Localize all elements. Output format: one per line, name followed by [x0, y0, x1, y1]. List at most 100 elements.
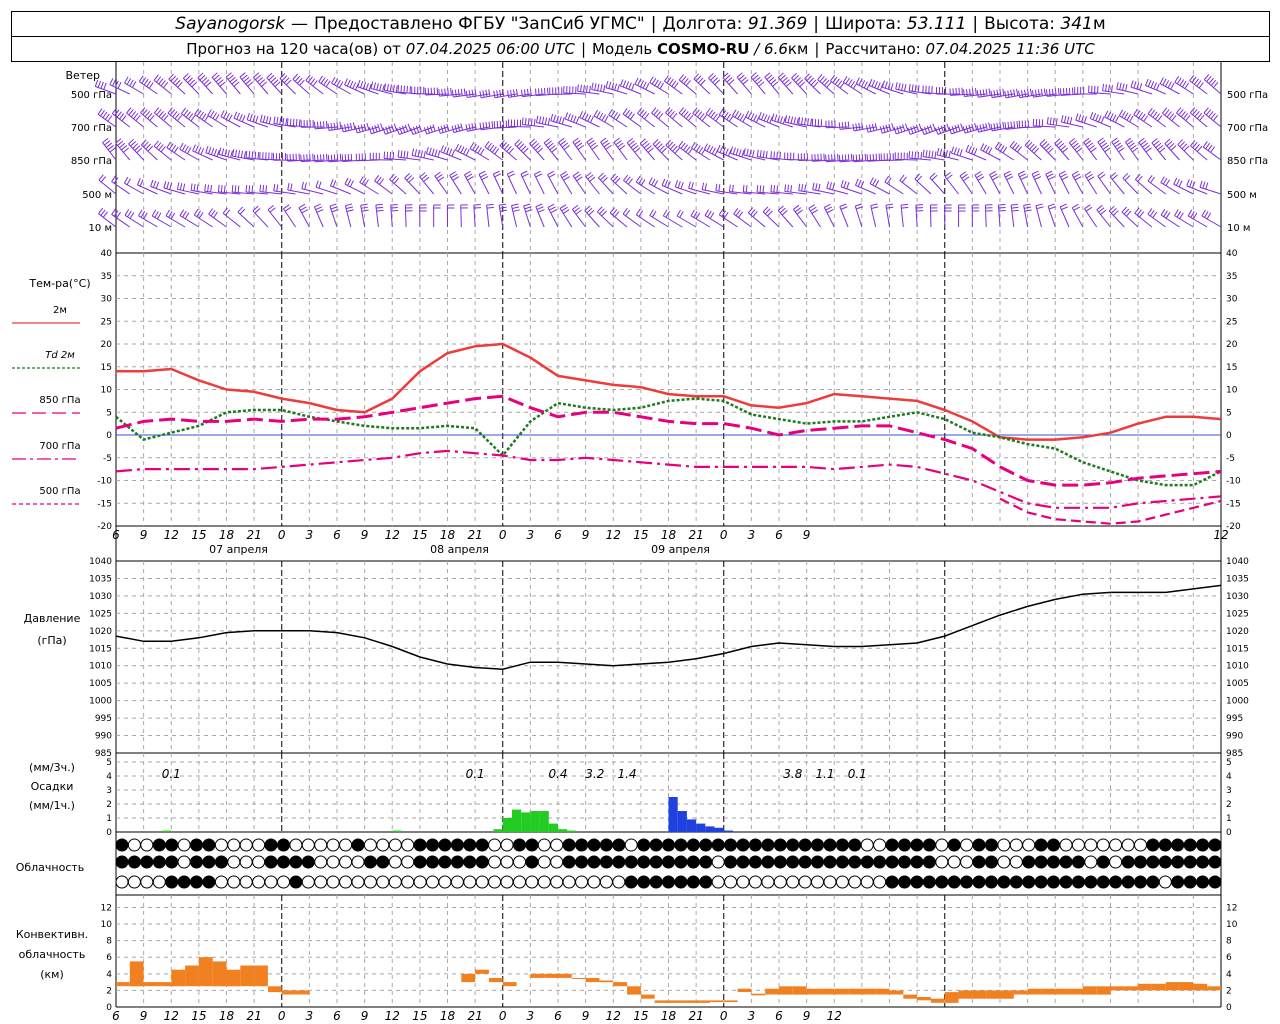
- wind-barb-feather: [1071, 170, 1079, 176]
- wind-barb-feather: [587, 114, 592, 122]
- wind-barb-feather: [649, 209, 654, 216]
- wind-barb-feather: [577, 144, 585, 150]
- wind-barb-feather: [534, 170, 541, 175]
- precip-total-label: 3.8: [783, 767, 802, 781]
- altitude-unit: м: [1092, 14, 1106, 34]
- precip-tick-right: 0: [1226, 828, 1232, 838]
- cloud-title: Облачность: [16, 861, 85, 874]
- wind-barb: [547, 207, 559, 228]
- wind-barb-feather: [1057, 88, 1060, 96]
- cloud-cover-symbol: [426, 875, 439, 889]
- wind-barb-feather: [787, 184, 790, 192]
- hour-tick-label: 6: [554, 528, 562, 542]
- wind-barb-feather: [116, 211, 121, 219]
- wind-barb-feather: [1098, 115, 1102, 123]
- wind-barb-feather: [1039, 138, 1046, 145]
- hour-tick-label-bottom: 6: [775, 1009, 783, 1023]
- wind-barb-feather: [389, 173, 395, 180]
- wind-barb-feather: [119, 142, 126, 149]
- wind-barb-feather: [858, 122, 861, 130]
- wind-barb: [375, 205, 379, 228]
- cloud-cover-symbol: [624, 855, 638, 869]
- wind-barb-feather: [1153, 140, 1160, 146]
- wind-barb-feather: [143, 78, 149, 86]
- cloud-cover-symbol: [252, 875, 266, 889]
- wind-barb-feather: [596, 111, 601, 118]
- wind-barb-feather: [977, 176, 985, 181]
- wind-barb-feather: [1056, 140, 1063, 147]
- wind-barb-feather: [614, 177, 621, 184]
- wind-barb-feather: [738, 211, 744, 218]
- wind-barb-feather: [1198, 82, 1204, 89]
- wind-barb-feather: [806, 75, 812, 82]
- wind-barb-feather: [1147, 175, 1153, 182]
- wind-barb-feather: [352, 82, 357, 89]
- wind-barb-feather: [451, 125, 455, 133]
- wind-barb-feather: [380, 123, 384, 131]
- temp-tick-right: 20: [1226, 340, 1238, 350]
- wind-barb-feather: [654, 141, 661, 147]
- temp-tick-right: 5: [1226, 408, 1232, 418]
- wind-barb-feather: [501, 141, 508, 148]
- cloud-cover-symbol: [947, 855, 961, 869]
- wind-barb-feather: [1150, 109, 1156, 116]
- wind-barb-feather: [988, 88, 991, 96]
- wind-barb-feather: [773, 151, 775, 159]
- wind-barb-feather: [924, 126, 928, 134]
- cloud-cover-symbol: [165, 855, 179, 869]
- cloud-cover-symbol: [438, 855, 452, 869]
- wind-barb: [702, 189, 724, 195]
- wind-barb: [357, 126, 379, 134]
- cloud-cover-symbol: [1059, 875, 1073, 889]
- wind-barb-feather: [524, 117, 527, 125]
- wind-barb-feather: [861, 154, 864, 162]
- wind-barb-feather: [127, 210, 132, 218]
- wind-barb-feather: [1167, 81, 1172, 89]
- wind-barb: [220, 116, 241, 128]
- wind-barb-feather: [855, 178, 859, 186]
- wind-barb-feather: [704, 183, 707, 191]
- cloud-cover-symbol: [277, 838, 290, 852]
- wind-barb-feather: [124, 176, 129, 184]
- wind-barb-feather: [415, 125, 420, 133]
- wind-barb-feather: [535, 203, 543, 208]
- cloud-cover-symbol: [214, 855, 228, 869]
- wind-barb-feather: [763, 114, 768, 122]
- wind-barb-feather: [963, 89, 965, 97]
- temp-tick-left: 20: [101, 340, 113, 350]
- wind-barb-feather: [847, 154, 850, 162]
- cloud-cover-symbol: [1071, 855, 1085, 869]
- wind-barb-feather: [109, 78, 114, 85]
- wind-barb-feather: [255, 115, 259, 123]
- wind-barb-feather: [436, 174, 443, 179]
- wind-barb-feather: [844, 121, 847, 129]
- precip-bar: [714, 827, 724, 832]
- cloud-cover-symbol: [525, 838, 539, 852]
- wind-barb-feather: [447, 88, 449, 96]
- wind-barb-feather: [1121, 206, 1127, 213]
- cloud-cover-symbol: [165, 875, 179, 889]
- wind-barb-feather: [693, 211, 698, 218]
- cloud-cover-symbol: [748, 855, 762, 869]
- wind-barb-feather: [1147, 79, 1152, 87]
- wind-barb-feather: [1083, 116, 1087, 124]
- wind-barb-feather: [252, 114, 256, 122]
- temp-tick-left: -5: [103, 454, 112, 464]
- wind-barb-feather: [610, 173, 616, 180]
- cloud-cover-symbol: [922, 838, 936, 852]
- wind-barb-feather: [890, 83, 894, 91]
- hour-tick-label-bottom: 21: [467, 1009, 482, 1023]
- wind-barb-feather: [322, 121, 325, 129]
- cloud-cover-symbol: [848, 838, 862, 852]
- conv-cloud-bar: [613, 982, 628, 987]
- wind-barb-feather: [449, 171, 456, 176]
- cloud-cover-symbol: [910, 875, 924, 889]
- wind-barb-feather: [360, 80, 364, 88]
- wind-barb-feather: [1002, 146, 1008, 154]
- wind-barb-feather: [1011, 209, 1019, 212]
- cloud-cover-symbol: [699, 875, 713, 889]
- wind-barb-feather: [1016, 121, 1019, 129]
- wind-barb-feather: [931, 150, 934, 159]
- hour-tick-label: 15: [633, 528, 648, 542]
- wind-barb-feather: [601, 114, 606, 121]
